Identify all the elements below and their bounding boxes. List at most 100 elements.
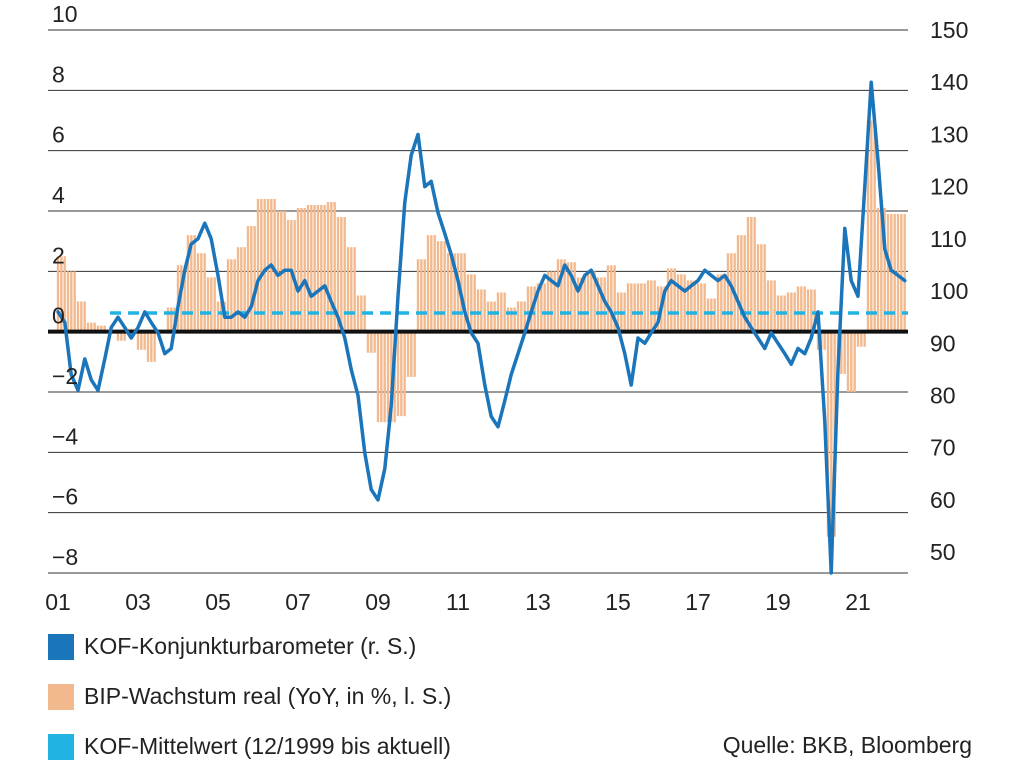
bip-bar-stripe (480, 289, 483, 332)
bip-bar-stripe (253, 226, 256, 332)
bip-bar-stripe (453, 253, 456, 332)
bip-bar-stripe (523, 301, 526, 332)
bip-bar (766, 280, 776, 332)
bip-bar-stripe (630, 283, 633, 332)
bip-bar-stripe (240, 247, 243, 332)
legend-item-kof: KOF-Konjunkturbarometer (r. S.) (48, 633, 416, 660)
bip-bar (336, 217, 346, 332)
bip-bar-stripe (440, 241, 443, 332)
bip-bar-stripe (116, 331, 120, 341)
bip-bar-stripe (900, 214, 903, 332)
bip-bar-stripe (336, 217, 340, 332)
bip-bar-stripe (760, 244, 763, 332)
bip-bar-stripe (700, 283, 703, 332)
kof-line (56, 80, 907, 575)
bip-bar-stripe (563, 259, 566, 332)
bip-bar-stripe (266, 198, 270, 332)
legend-swatch-kof (48, 633, 74, 660)
bip-bar-stripe (843, 331, 846, 374)
bip-bar-stripe (573, 262, 576, 332)
bip-bar (486, 301, 496, 332)
right-tick-label: 120 (930, 174, 968, 200)
bip-bar-stripe (553, 271, 556, 332)
bip-bar-stripe (590, 271, 593, 332)
bip-bar-stripe (740, 235, 743, 332)
bip-bar-stripe (713, 298, 716, 332)
bip-bar-stripe (636, 283, 640, 332)
legend-label-kof: KOF-Konjunkturbarometer (r. S.) (84, 633, 417, 659)
bip-bar-stripe (236, 247, 240, 332)
bip-bar (556, 259, 566, 332)
bip-bar-stripe (170, 307, 173, 332)
left-tick-label: −8 (52, 544, 78, 570)
left-tick-label: 0 (52, 303, 65, 329)
bip-bar (316, 204, 326, 332)
bip-bar-stripe (73, 271, 76, 332)
bip-bar-stripe (696, 283, 700, 332)
right-tick-label: 140 (930, 69, 968, 95)
bip-bar-stripe (80, 301, 83, 332)
bip-bar (346, 247, 356, 332)
bip-bar-stripe (703, 283, 706, 332)
bip-bar-stripe (86, 322, 90, 332)
bip-bar-stripe (230, 259, 233, 332)
bip-bar-stripe (90, 322, 93, 332)
bip-bar (626, 283, 636, 332)
bip-bar (206, 277, 216, 332)
bip-bar-stripe (856, 331, 860, 347)
bip-bar (376, 331, 386, 423)
bip-bar (736, 235, 746, 332)
bip-bar (436, 241, 446, 332)
bip-bar-stripe (643, 283, 646, 332)
bip-bar-stripe (770, 280, 773, 332)
bip-bar-stripe (873, 120, 876, 332)
bip-bar (746, 217, 756, 332)
bip-bar-stripe (576, 277, 580, 332)
bip-bar (226, 259, 236, 332)
bip-bar-stripe (193, 235, 196, 332)
bip-bar-stripe (150, 331, 153, 362)
bip-bar (426, 235, 436, 332)
bip-bar-stripe (680, 274, 683, 332)
bip-bar-stripe (273, 198, 276, 332)
x-tick-label: 17 (685, 589, 711, 615)
bip-bar-stripe (246, 226, 250, 332)
legend-label-mean: KOF-Mittelwert (12/1999 bis aktuell) (84, 733, 451, 759)
left-tick-label: 6 (52, 122, 65, 148)
bip-bar-stripe (190, 235, 193, 332)
bip-bar-stripe (406, 331, 410, 377)
bip-bar-stripe (866, 120, 870, 332)
bip-bar (296, 207, 306, 332)
bip-bar (96, 325, 106, 332)
bip-bar-stripe (773, 280, 776, 332)
bip-bar-stripe (366, 331, 370, 353)
bip-bar-stripe (186, 235, 190, 332)
bip-bar-stripe (513, 307, 516, 332)
bip-bar-stripe (420, 259, 423, 332)
left-tick-label: 8 (52, 61, 65, 87)
legend-swatch-bip (48, 683, 74, 710)
bip-bar-stripe (333, 201, 336, 332)
bip-bar-stripe (546, 271, 550, 332)
bip-bar (876, 207, 886, 332)
bip-bar-stripe (473, 274, 476, 332)
bip-bar-stripe (710, 298, 713, 332)
bip-bar-stripe (646, 280, 650, 332)
bip-bar-stripe (550, 271, 553, 332)
bip-bar-stripe (310, 204, 313, 332)
bip-bar (366, 331, 376, 353)
bip-bar-stripe (706, 298, 710, 332)
bip-bar-stripe (876, 207, 880, 332)
bip-bar-stripe (640, 283, 643, 332)
bip-bar-stripe (96, 325, 100, 332)
legend-swatch-mean (48, 733, 74, 760)
bip-bar (506, 307, 516, 332)
bip-bar-stripe (606, 265, 610, 332)
bip-bar-stripe (343, 217, 346, 332)
bip-bar (806, 289, 816, 332)
bip-bar-stripe (360, 295, 363, 332)
bip-bar-stripe (320, 204, 323, 332)
bip-bar-stripe (890, 214, 893, 332)
bip-bar-stripe (83, 301, 86, 332)
bip-bar (706, 298, 716, 332)
